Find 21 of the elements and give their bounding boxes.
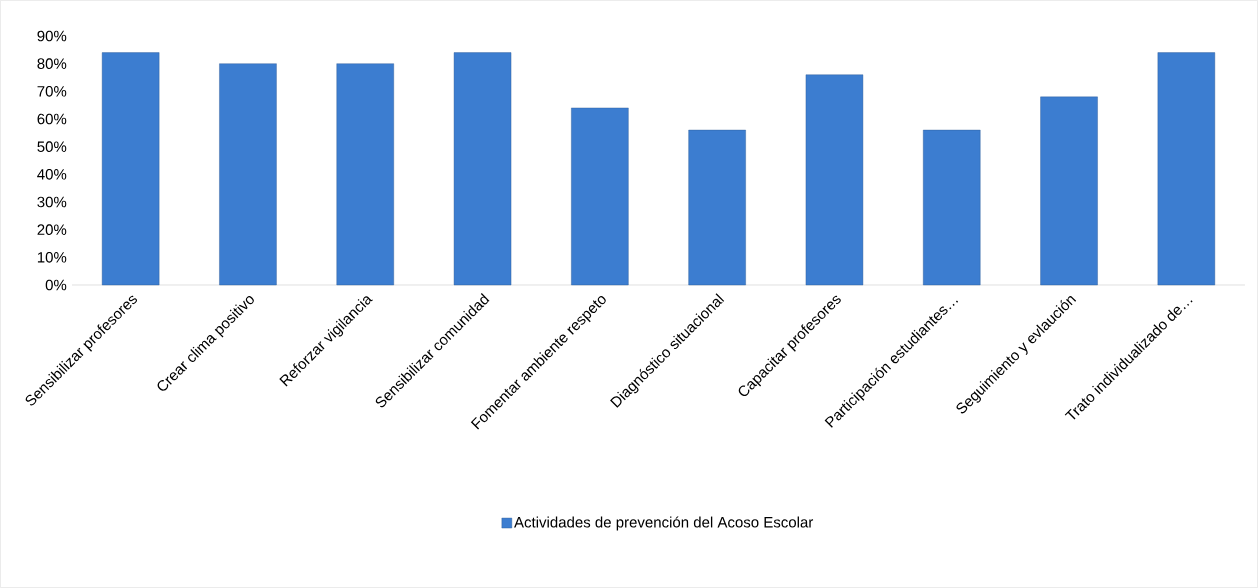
y-tick-label: 10% — [37, 252, 67, 263]
legend-label: Actividades de prevención del Acoso Escolar — [514, 516, 814, 531]
bar — [688, 129, 746, 286]
bar — [571, 107, 629, 286]
bar — [1157, 52, 1216, 286]
bar — [805, 74, 864, 286]
y-tick-label: 70% — [37, 86, 67, 97]
y-tick-label: 80% — [37, 58, 67, 69]
y-tick-label: 30% — [37, 196, 67, 208]
bar — [101, 52, 160, 286]
bar — [923, 129, 981, 286]
y-tick-label: 40% — [37, 169, 67, 180]
bar — [453, 52, 512, 286]
y-tick-label: 60% — [37, 113, 67, 125]
y-tick-label: 90% — [37, 30, 67, 42]
bar — [1040, 96, 1098, 286]
y-tick-label: 20% — [37, 224, 67, 235]
bar — [336, 63, 394, 286]
bar — [219, 63, 277, 286]
y-tick-label: 50% — [37, 141, 67, 152]
y-tick-label: 0% — [45, 279, 67, 291]
